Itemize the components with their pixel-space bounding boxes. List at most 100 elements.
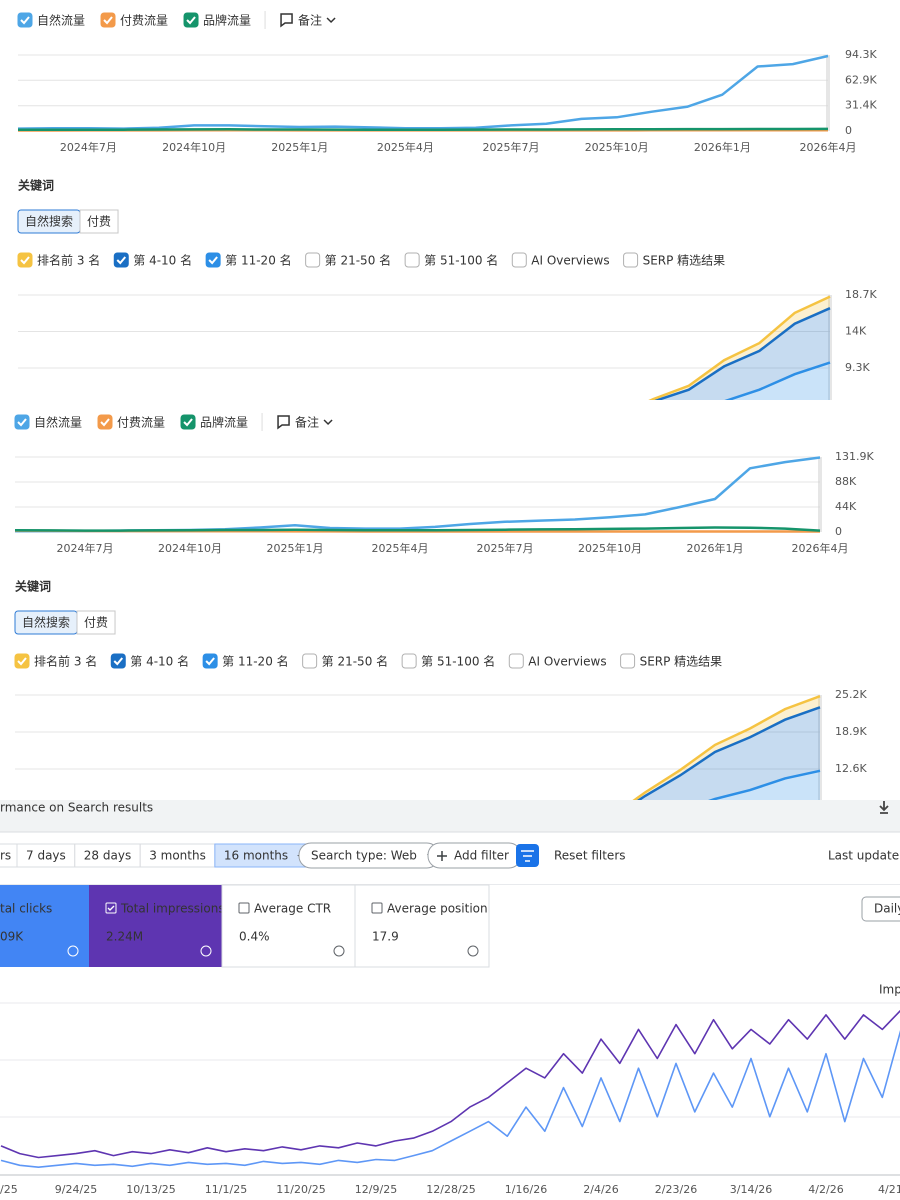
checkbox[interactable] bbox=[205, 252, 221, 268]
x-tick-label: 2026年1月 bbox=[687, 541, 744, 555]
chevron bbox=[326, 17, 336, 24]
legend-label[interactable]: 品牌流量 bbox=[203, 14, 251, 28]
tab[interactable] bbox=[76, 610, 116, 635]
help-icon[interactable] bbox=[200, 945, 212, 957]
note-button[interactable]: 备注 bbox=[298, 13, 322, 28]
checkbox[interactable] bbox=[620, 653, 636, 669]
panel: 0 31.4K 62.9K 94.3K 自然流量 付费流量 品牌流量 备注 2024年7月 202… bbox=[17, 11, 877, 154]
x-tick-label: 4/2/26 bbox=[808, 1183, 843, 1196]
legend-label[interactable]: 第 11-20 名 bbox=[225, 253, 292, 268]
checkbox[interactable] bbox=[180, 414, 196, 430]
legend-label[interactable]: SERP 精选结果 bbox=[643, 254, 726, 268]
metric-checkbox[interactable] bbox=[371, 902, 383, 914]
checkbox[interactable] bbox=[202, 653, 218, 669]
section-heading: 关键词 bbox=[15, 579, 51, 594]
legend-label[interactable]: 自然流量 bbox=[37, 13, 85, 28]
check-mark bbox=[20, 256, 30, 265]
y-tick-label: 94.3K bbox=[845, 48, 877, 61]
date-range-label[interactable]: 7 days bbox=[26, 849, 66, 863]
checkbox[interactable] bbox=[508, 653, 524, 669]
reset-filters-link[interactable]: Reset filters bbox=[554, 849, 626, 863]
view-button[interactable] bbox=[861, 896, 900, 922]
panel: /25 9/24/25 10/13/25 11/1/25 11/20/25 12/9/25… bbox=[0, 983, 900, 1196]
y-tick-label: 0 bbox=[845, 124, 852, 137]
x-tick-label: 2025年10月 bbox=[585, 140, 649, 154]
checkbox[interactable] bbox=[110, 653, 126, 669]
tab-label[interactable]: 付费 bbox=[87, 215, 111, 229]
metric-checkbox[interactable] bbox=[238, 902, 250, 914]
note-icon[interactable] bbox=[280, 13, 293, 28]
y-tick-label: 25.2K bbox=[835, 688, 867, 701]
checkbox[interactable] bbox=[404, 252, 420, 268]
date-range-label[interactable]: rs bbox=[0, 849, 11, 863]
legend-label[interactable]: 第 21-50 名 bbox=[322, 654, 389, 669]
metric-card[interactable] bbox=[354, 884, 490, 968]
help-icon[interactable] bbox=[333, 945, 345, 957]
checkbox[interactable] bbox=[401, 653, 417, 669]
view-label[interactable]: Daily bbox=[874, 902, 900, 916]
help-icon[interactable] bbox=[467, 945, 479, 957]
metric-label: Average position bbox=[387, 902, 488, 916]
help-icon[interactable] bbox=[67, 945, 79, 957]
legend-label[interactable]: 第 4-10 名 bbox=[130, 654, 189, 669]
area-line bbox=[653, 307, 831, 400]
checkbox[interactable] bbox=[14, 414, 30, 430]
legend-label[interactable]: 第 51-100 名 bbox=[421, 654, 495, 669]
check-mark bbox=[208, 256, 218, 265]
checkbox[interactable] bbox=[302, 653, 318, 669]
legend-label[interactable]: 付费流量 bbox=[120, 14, 168, 28]
x-tick-label: 2025年4月 bbox=[377, 140, 434, 154]
legend-label[interactable]: 第 11-20 名 bbox=[222, 654, 289, 669]
check-mark bbox=[100, 418, 110, 427]
metric-card[interactable] bbox=[89, 885, 222, 967]
checkbox[interactable] bbox=[17, 12, 33, 28]
metric-value: 2.24M bbox=[106, 930, 143, 944]
tab-label[interactable]: 自然搜索 bbox=[22, 615, 70, 630]
checkbox[interactable] bbox=[97, 414, 113, 430]
note-button[interactable]: 备注 bbox=[295, 415, 319, 430]
download-icon[interactable] bbox=[879, 801, 889, 814]
plot: 0 44K 88K 131.9K bbox=[14, 450, 874, 538]
date-range-label[interactable]: 16 months bbox=[224, 849, 288, 863]
y-tick-label: 9.3K bbox=[845, 361, 870, 374]
tab-label[interactable]: 自然搜索 bbox=[25, 214, 73, 229]
date-range-label[interactable]: 3 months bbox=[149, 849, 206, 863]
add-filter-button-label[interactable]: Add filter bbox=[454, 849, 509, 863]
legend-label[interactable]: 付费流量 bbox=[117, 416, 165, 430]
legend-label[interactable]: 排名前 3 名 bbox=[34, 654, 97, 669]
legend-label[interactable]: SERP 精选结果 bbox=[640, 655, 723, 669]
checkbox[interactable] bbox=[623, 252, 639, 268]
date-range-label[interactable]: 28 days bbox=[84, 849, 131, 863]
legend-label[interactable]: 第 51-100 名 bbox=[424, 253, 498, 268]
panel: 0 44K 88K 131.9K 自然流量 付费流量 品牌流量 备注 2024年7月 2024年1… bbox=[14, 413, 874, 555]
legend-label[interactable]: 品牌流量 bbox=[200, 416, 248, 430]
x-tick-label: 2025年1月 bbox=[267, 541, 324, 555]
plot: 0 31.4K 62.9K 94.3K bbox=[17, 48, 877, 137]
legend-label[interactable]: 第 4-10 名 bbox=[133, 253, 192, 268]
tab[interactable] bbox=[79, 209, 119, 234]
metric-card[interactable] bbox=[0, 885, 89, 967]
legend-label[interactable]: 排名前 3 名 bbox=[37, 253, 100, 268]
checkbox[interactable] bbox=[511, 252, 527, 268]
metric-label: Total impressions bbox=[120, 902, 225, 916]
checkbox[interactable] bbox=[305, 252, 321, 268]
x-tick-label: 2024年7月 bbox=[57, 541, 114, 555]
checkbox[interactable] bbox=[113, 252, 129, 268]
legend-label[interactable]: 自然流量 bbox=[34, 415, 82, 430]
check-mark bbox=[103, 16, 113, 25]
legend-label[interactable]: 第 21-50 名 bbox=[325, 253, 392, 268]
metric-checkbox[interactable] bbox=[105, 902, 117, 914]
checkbox[interactable] bbox=[17, 252, 33, 268]
search-type-button-label[interactable]: Search type: Web bbox=[311, 849, 417, 863]
tab-label[interactable]: 付费 bbox=[84, 616, 108, 630]
legend-label[interactable]: AI Overviews bbox=[531, 254, 609, 268]
note-icon[interactable] bbox=[277, 415, 290, 430]
legend-label[interactable]: AI Overviews bbox=[528, 655, 606, 669]
x-tick-label: 2/23/26 bbox=[655, 1183, 697, 1196]
checkbox[interactable] bbox=[14, 653, 30, 669]
checkbox[interactable] bbox=[100, 12, 116, 28]
checkbox[interactable] bbox=[183, 12, 199, 28]
